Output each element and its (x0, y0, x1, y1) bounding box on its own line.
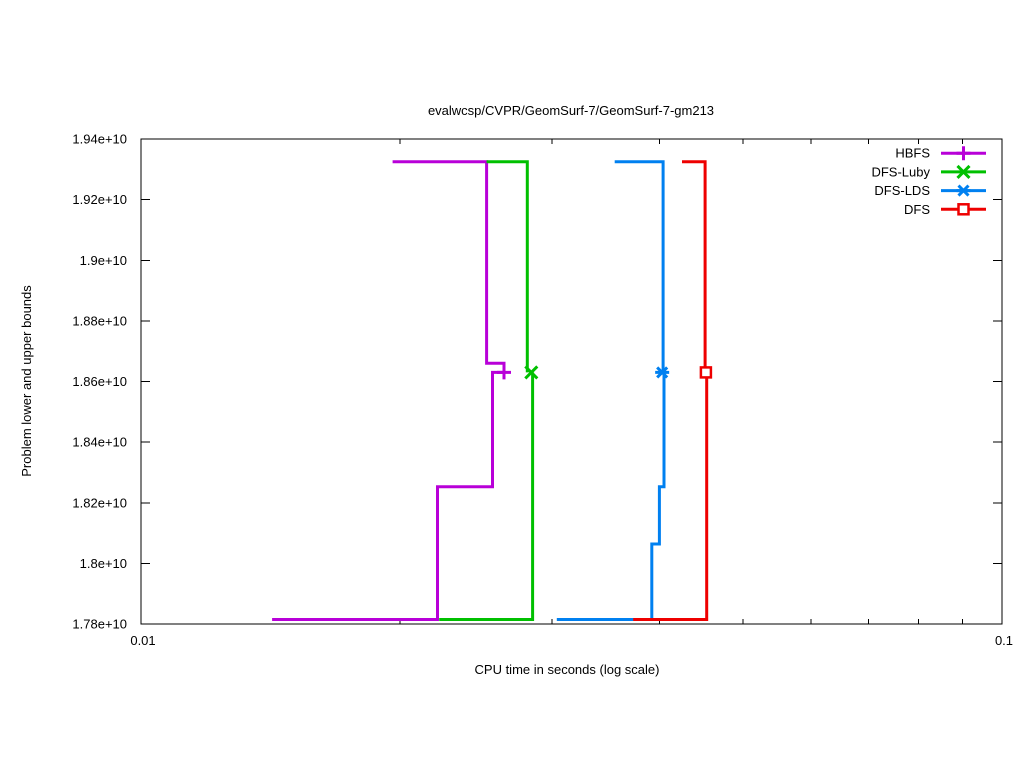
dfs-luby-upper-bound-curve (486, 160, 529, 373)
dfs-luby-optimum-marker (524, 365, 539, 380)
legend-label-dfs-luby: DFS-Luby (871, 164, 930, 179)
legend-row-dfs-luby: DFS-Luby (871, 164, 986, 179)
dfs-lds-optimum-marker (655, 366, 670, 379)
dfs-optimum-marker (699, 366, 713, 379)
hbfs-optimum-marker (497, 365, 512, 380)
dfs-lds-lower-bound-curve (556, 372, 666, 621)
y-tick-label: 1.78e+10 (72, 617, 127, 632)
y-tick-label: 1.86e+10 (72, 374, 127, 389)
x-tick-label: 0.01 (130, 633, 155, 648)
y-tick-label: 1.82e+10 (72, 495, 127, 510)
hbfs-lower-bound-curve (272, 370, 504, 621)
dfs-upper-bound-curve (682, 160, 707, 373)
cross-marker-icon (524, 365, 539, 380)
asterisk-marker-icon (655, 366, 670, 379)
chart-title: evalwcsp/CVPR/GeomSurf-7/GeomSurf-7-gm21… (428, 103, 714, 118)
dfs-lds-upper-bound-curve (614, 160, 665, 373)
square-marker-icon (957, 203, 970, 216)
legend: HBFS DFS-Luby DFS-LDS DFS (871, 146, 986, 217)
y-tick-label: 1.9e+10 (80, 253, 127, 268)
legend-marker-dfs-lds (956, 184, 971, 197)
legend-marker-dfs (957, 203, 970, 216)
plus-marker-icon (956, 146, 971, 161)
y-tick-label: 1.88e+10 (72, 313, 127, 328)
y-tick-label: 1.84e+10 (72, 435, 127, 450)
cross-marker-icon (956, 164, 971, 179)
legend-label-dfs: DFS (904, 202, 930, 217)
legend-label-dfs-lds: DFS-LDS (874, 183, 930, 198)
series-curves (272, 160, 713, 621)
legend-marker-dfs-luby (956, 164, 971, 179)
plus-marker-icon (497, 365, 512, 380)
y-tick-label: 1.8e+10 (80, 556, 127, 571)
legend-row-dfs: DFS (904, 202, 986, 217)
asterisk-marker-icon (956, 184, 971, 197)
plot-border (140, 138, 1003, 625)
y-tick-label: 1.94e+10 (72, 132, 127, 147)
axes: 1.78e+10 1.8e+10 1.82e+10 1.84e+10 1.86e+10 1… (72, 132, 1013, 649)
x-axis-label: CPU time in seconds (log scale) (475, 662, 660, 677)
y-axis-label: Problem lower and upper bounds (19, 285, 34, 477)
hbfs-upper-bound-curve (392, 160, 506, 373)
legend-label-hbfs: HBFS (895, 146, 930, 161)
legend-row-dfs-lds: DFS-LDS (874, 183, 986, 198)
x-tick-label: 0.1 (995, 633, 1013, 648)
dfs-luby-lower-bound-curve (439, 372, 535, 621)
legend-marker-hbfs (956, 146, 971, 161)
square-marker-icon (699, 366, 713, 379)
dfs-lower-bound-curve (633, 372, 709, 621)
legend-row-hbfs: HBFS (895, 146, 986, 161)
y-tick-label: 1.92e+10 (72, 192, 127, 207)
